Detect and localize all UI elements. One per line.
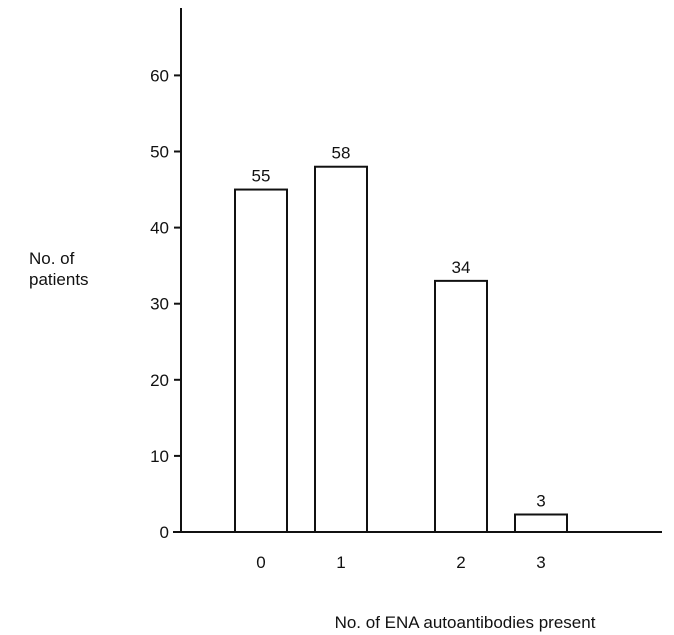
- x-tick-label: 1: [336, 553, 345, 572]
- y-tick-label: 20: [150, 371, 169, 390]
- y-tick-label: 0: [160, 523, 169, 542]
- y-tick-label: 10: [150, 447, 169, 466]
- y-tick-label: 60: [150, 66, 169, 85]
- y-axis-title-line: patients: [29, 270, 89, 289]
- bar: [434, 279, 488, 533]
- data-label: 55: [252, 167, 271, 186]
- y-tick-label: 30: [150, 295, 169, 314]
- x-axis-title: No. of ENA autoantibodies present: [335, 613, 596, 632]
- bars: [234, 165, 568, 534]
- data-label: 34: [452, 258, 471, 277]
- bar: [314, 165, 368, 533]
- x-tick-label: 3: [536, 553, 545, 572]
- y-axis-title-line: No. of: [29, 249, 75, 268]
- x-tick-label: 0: [256, 553, 265, 572]
- x-tick-label: 2: [456, 553, 465, 572]
- y-axis-title: No. of patients: [29, 249, 89, 289]
- y-tick-label: 40: [150, 219, 169, 238]
- y-tick-label: 50: [150, 143, 169, 162]
- data-label: 58: [332, 144, 351, 163]
- data-label: 3: [536, 491, 545, 510]
- bar: [514, 513, 568, 534]
- bar: [234, 188, 288, 534]
